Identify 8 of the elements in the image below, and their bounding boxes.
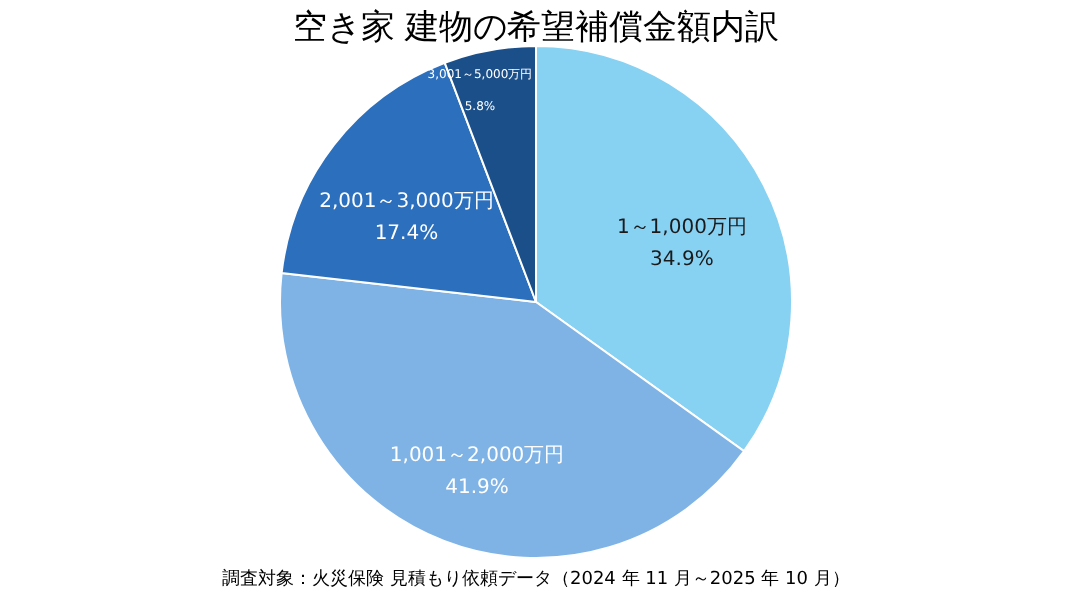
slice-label: 1,001～2,000万円	[389, 445, 565, 468]
data-label: 17.4%	[374, 223, 439, 246]
slice-label: 2,001～3,000万円	[319, 191, 494, 214]
text: 調査対象：火災保険 見積もり依頼データ（2024 年 11 月～2025 年 10 月）	[222, 568, 850, 590]
chart-title: 空き家 建物の希望補償金額内訳	[292, 8, 780, 48]
data-label: 41.9%	[445, 477, 509, 500]
slice-label: 1～1,000万円	[616, 217, 747, 240]
data-label: 34.9%	[650, 249, 714, 272]
